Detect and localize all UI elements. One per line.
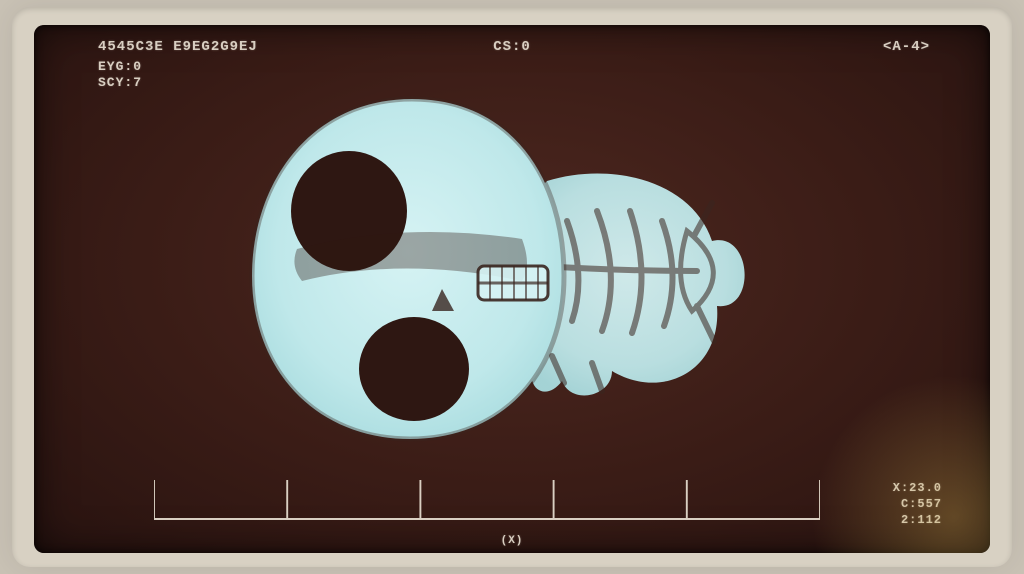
hud-bottom-right-1: X:23.0 xyxy=(893,481,942,495)
hud-bottom-right-3: 2:112 xyxy=(901,513,942,527)
xray-image xyxy=(192,71,832,451)
hud-top-left-line1: 4545C3E E9EG2G9EJ xyxy=(98,39,258,55)
x-axis-ruler xyxy=(154,469,820,529)
hud-top-right: <A-4> xyxy=(883,39,930,55)
teeth xyxy=(478,266,548,300)
ruler-svg xyxy=(154,469,820,529)
hud-top-left-line3: SCY:7 xyxy=(98,75,142,90)
xray-screen: 4545C3E E9EG2G9EJ EYG:0 SCY:7 CS:0 <A-4> xyxy=(34,25,990,553)
hud-top-center: CS:0 xyxy=(493,39,531,55)
monitor-bezel: 4545C3E E9EG2G9EJ EYG:0 SCY:7 CS:0 <A-4> xyxy=(12,7,1012,567)
axis-label-x: (X) xyxy=(501,535,524,547)
hud-top-left-line2: EYG:0 xyxy=(98,59,142,74)
eye-socket-right xyxy=(359,317,469,421)
hud-bottom-right-2: C:557 xyxy=(901,497,942,511)
xray-svg xyxy=(192,71,832,451)
